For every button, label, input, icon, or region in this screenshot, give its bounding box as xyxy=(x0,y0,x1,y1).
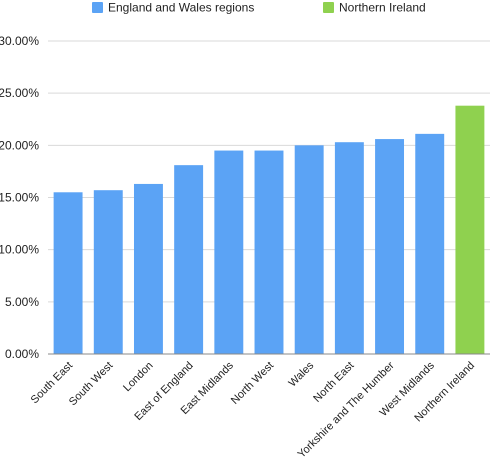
bar xyxy=(334,142,364,354)
y-tick-label: 15.00% xyxy=(0,191,39,205)
y-tick-label: 0.00% xyxy=(5,347,39,361)
bars xyxy=(53,105,485,354)
bar xyxy=(174,165,204,354)
legend-label-england-wales: England and Wales regions xyxy=(108,1,254,15)
bar xyxy=(93,190,123,354)
legend-item-northern-ireland: Northern Ireland xyxy=(323,1,426,15)
bar xyxy=(214,150,244,354)
legend-item-england-wales: England and Wales regions xyxy=(92,1,254,15)
bar xyxy=(133,183,163,354)
x-tick-label: North West xyxy=(229,360,276,407)
x-tick-label: Wales xyxy=(286,359,316,389)
legend: England and Wales regions Northern Irela… xyxy=(92,1,426,15)
bar xyxy=(375,139,405,354)
y-tick-label: 5.00% xyxy=(5,295,39,309)
y-tick-label: 25.00% xyxy=(0,86,39,100)
bar xyxy=(455,105,485,354)
legend-swatch-england-wales xyxy=(92,2,103,13)
legend-swatch-northern-ireland xyxy=(323,2,334,13)
y-tick-label: 10.00% xyxy=(0,243,39,257)
bar xyxy=(254,150,284,354)
x-tick-label: South West xyxy=(67,360,116,409)
y-tick-label: 20.00% xyxy=(0,138,39,152)
y-tick-label: 30.00% xyxy=(0,34,39,48)
bar xyxy=(294,145,324,354)
bar xyxy=(53,192,83,354)
legend-label-northern-ireland: Northern Ireland xyxy=(339,1,426,15)
x-tick-label: London xyxy=(121,360,155,394)
bar xyxy=(415,133,445,354)
y-axis-tick-labels: 0.00% 5.00% 10.00% 15.00% 20.00% 25.00% 30.00% xyxy=(0,34,39,361)
